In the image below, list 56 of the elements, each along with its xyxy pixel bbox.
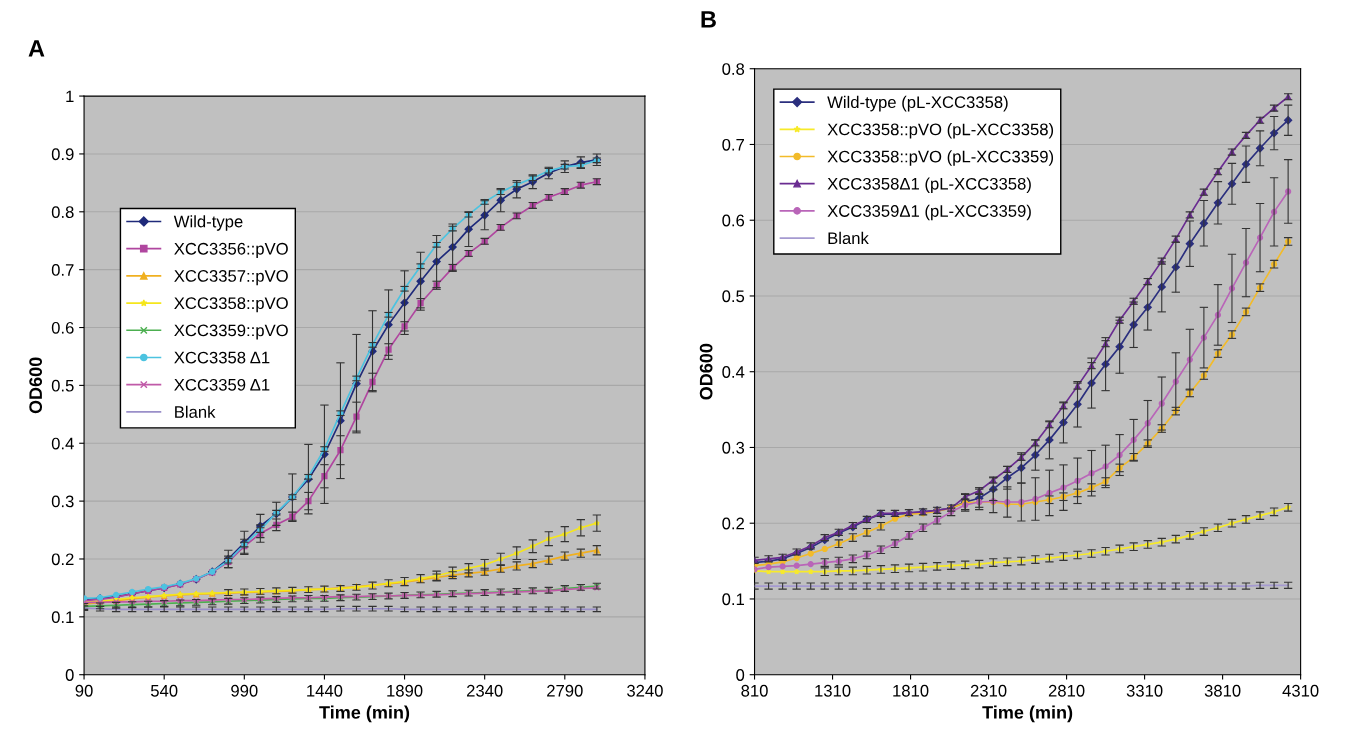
x-tick-label: 2810 — [1048, 684, 1085, 697]
y-tick-label: 0.2 — [51, 553, 74, 566]
legend-label: Blank — [175, 405, 216, 418]
y-tick-label: 0.1 — [722, 593, 745, 606]
x-tick-label: 2310 — [970, 684, 1007, 697]
chart-title: A — [28, 40, 45, 57]
x-tick-label: 1310 — [815, 684, 851, 697]
y-tick-label: 1 — [66, 90, 74, 103]
x-tick-label: 3240 — [627, 684, 663, 697]
legend-label: Wild-type — [173, 215, 243, 231]
x-tick-label: 3310 — [1126, 684, 1163, 697]
y-tick-label: 0.7 — [722, 138, 744, 151]
x-tick-label: 2790 — [547, 684, 583, 697]
x-axis-title: Time (min) — [319, 705, 410, 723]
legend-label: XCC3359Δ1 (pL-XCC3359) — [827, 204, 1031, 221]
x-tick-label: 1440 — [307, 684, 343, 697]
y-tick-label: 0.3 — [722, 441, 745, 454]
y-tick-label: 0.4 — [722, 366, 745, 378]
x-tick-label: 2340 — [466, 684, 503, 697]
x-tick-label: 1890 — [387, 684, 423, 697]
x-tick-label: 3810 — [1204, 684, 1241, 697]
legend-label: XCC3358::pVO — [174, 297, 288, 313]
legend-label: Blank — [828, 231, 869, 245]
legend-label: XCC3359::pVO — [174, 324, 288, 340]
chart-title: B — [701, 11, 716, 28]
y-tick-label: 0.3 — [51, 495, 74, 508]
x-tick-label: 990 — [231, 684, 258, 697]
x-tick-label: 4310 — [1282, 684, 1319, 697]
x-tick-label: 1810 — [893, 684, 929, 697]
x-tick-label: 90 — [75, 684, 93, 697]
legend-label: XCC3356::pVO — [174, 242, 288, 258]
y-tick-label: 0.6 — [722, 214, 745, 227]
y-tick-label: 0.5 — [51, 379, 74, 392]
y-tick-label: 0.9 — [51, 148, 74, 161]
x-tick-label: 810 — [741, 684, 768, 697]
y-tick-label: 0.7 — [51, 264, 74, 276]
legend-label: XCC3359 Δ1 — [174, 378, 270, 391]
x-tick-label: 540 — [150, 684, 178, 697]
legend-label: XCC3358::pVO (pL-XCC3359) — [827, 150, 1054, 166]
y-tick-label: 0.2 — [722, 517, 744, 530]
legend-label: XCC3357::pVO — [174, 270, 288, 286]
y-tick-label: 0.5 — [722, 290, 745, 303]
y-tick-label: 0 — [65, 669, 74, 681]
y-tick-label: 0.4 — [51, 437, 74, 450]
y-axis-title: OD600 — [29, 357, 43, 414]
legend-label: XCC3358Δ1 (pL-XCC3358) — [827, 177, 1031, 193]
y-tick-label: 0.6 — [51, 321, 74, 334]
legend-label: XCC3358 Δ1 — [174, 351, 270, 364]
y-axis-title: OD600 — [699, 343, 713, 400]
legend-label: Wild-type (pL-XCC3358) — [827, 95, 1008, 112]
legend-label: XCC3358::pVO (pL-XCC3358) — [827, 123, 1054, 139]
y-tick-label: 0.8 — [722, 63, 745, 75]
y-tick-label: 0.8 — [51, 206, 74, 218]
y-tick-label: 0 — [736, 669, 745, 681]
y-tick-label: 0.1 — [51, 611, 74, 624]
x-axis-title: Time (min) — [982, 705, 1073, 723]
